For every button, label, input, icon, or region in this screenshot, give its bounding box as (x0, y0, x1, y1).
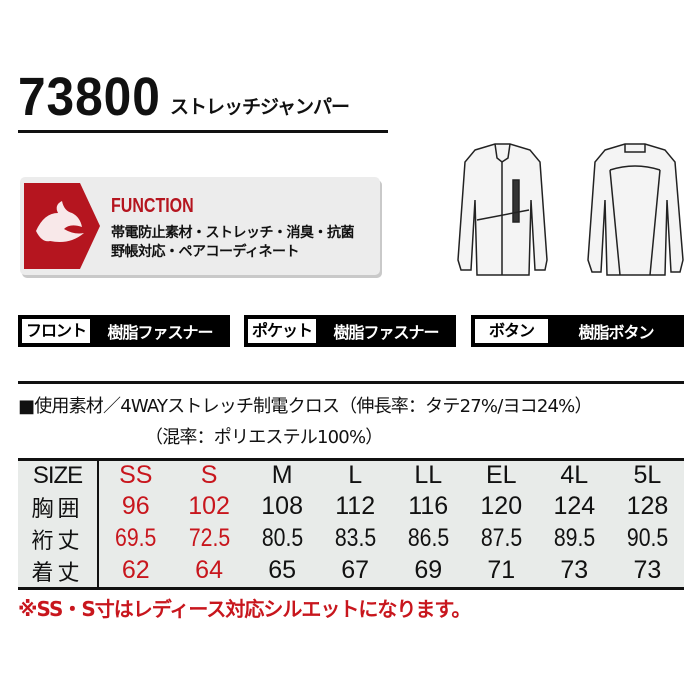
table-cell: 116 (408, 492, 449, 520)
size-header-row: SIZE SS S M L LL EL 4L 5L (18, 459, 684, 491)
model-number: 73800 (18, 67, 161, 127)
size-header: S (200, 461, 218, 490)
table-cell: 120 (480, 492, 523, 520)
table-cell: 73 (560, 556, 589, 584)
table-cell: 67 (341, 556, 370, 584)
size-header: 5L (633, 461, 662, 490)
table-row-chest: 胸囲 96 102 108 112 116 120 124 128 (18, 490, 684, 523)
table-cell: 65 (268, 556, 297, 584)
row-label: 胸囲 (18, 490, 99, 523)
size-header: EL (485, 461, 517, 490)
table-cell: 124 (553, 492, 596, 520)
spec-button: ボタン 樹脂ボタン (471, 315, 684, 347)
dragon-logo-icon (24, 183, 100, 269)
row-label: 着丈 (18, 554, 99, 588)
table-row-sleeve: 裄丈 69.5 72.5 80.5 83.5 86.5 87.5 89.5 90… (18, 522, 684, 555)
spec-pocket-value: 樹脂ファスナー (333, 323, 440, 342)
spec-pocket: ポケット 樹脂ファスナー (244, 315, 456, 347)
table-cell: 90.5 (626, 524, 669, 552)
material-line-1: ■使用素材／4WAYストレッチ制電クロス（伸長率：タテ27%/ヨコ24%） (18, 396, 592, 417)
table-cell: 69.5 (115, 524, 157, 552)
table-cell: 71 (487, 556, 516, 584)
spec-front-value: 樹脂ファスナー (107, 323, 214, 342)
product-name: ストレッチジャンパー (170, 96, 350, 118)
table-cell: 62 (121, 556, 150, 584)
table-cell: 112 (335, 492, 376, 520)
size-note: ※SS・S寸はレディース対応シルエットになります。 (18, 597, 471, 621)
spec-front: フロント 樹脂ファスナー (18, 315, 230, 347)
table-cell: 89.5 (553, 524, 596, 552)
row-label: 裄丈 (18, 522, 99, 555)
table-cell: 69 (414, 556, 443, 584)
table-cell: 96 (121, 492, 150, 520)
function-title: FUNCTION (111, 195, 194, 217)
table-cell: 72.5 (188, 524, 230, 552)
material-line-2: （混率：ポリエステル100%） (145, 427, 383, 448)
table-cell: 108 (261, 492, 303, 520)
spec-pocket-key: ポケット (248, 319, 317, 343)
spec-button-value: 樹脂ボタン (578, 323, 655, 342)
size-table: SIZE SS S M L LL EL 4L 5L 胸囲 96 102 108 … (18, 458, 684, 590)
table-cell: 87.5 (480, 524, 522, 552)
size-header: L (348, 461, 363, 490)
table-cell: 64 (195, 556, 223, 584)
spec-front-key: フロント (22, 319, 91, 343)
table-cell: 86.5 (407, 524, 449, 552)
function-line-1: 帯電防止素材・ストレッチ・消臭・抗菌 (111, 225, 355, 241)
spec-button-key: ボタン (475, 319, 549, 343)
table-cell: 102 (188, 492, 230, 520)
size-header: SS (119, 461, 153, 490)
material-divider (18, 381, 684, 384)
function-line-2: 野帳対応・ペアコーディネート (111, 244, 300, 260)
jacket-back-icon (587, 143, 684, 276)
size-header: M (271, 461, 293, 490)
size-header: LL (414, 461, 443, 490)
table-row-length: 着丈 62 64 65 67 69 71 73 73 (18, 554, 684, 588)
table-cell: 80.5 (261, 524, 303, 552)
size-header-label: SIZE (18, 459, 99, 491)
jacket-illustration (457, 143, 684, 276)
table-cell: 83.5 (334, 524, 376, 552)
table-cell: 128 (626, 492, 669, 520)
title-divider (18, 130, 388, 133)
size-header: 4L (560, 461, 589, 490)
table-cell: 73 (633, 556, 662, 584)
